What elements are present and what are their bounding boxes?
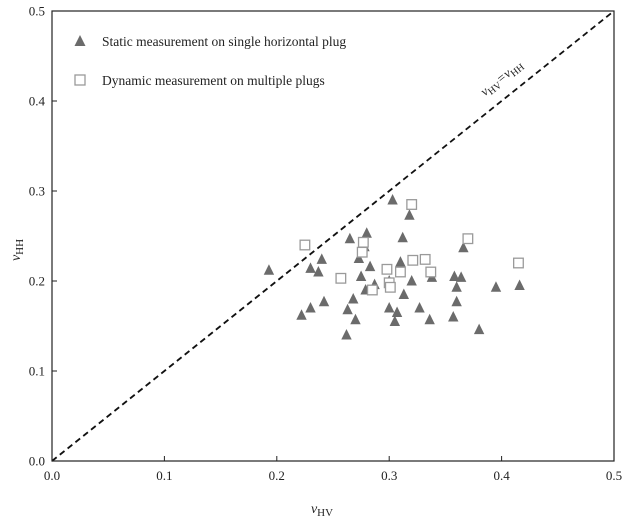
- static-point: [490, 281, 502, 292]
- static-point: [395, 256, 406, 267]
- static-point: [448, 311, 459, 322]
- static-point: [455, 271, 467, 282]
- static-point: [451, 281, 462, 292]
- static-point: [473, 323, 485, 335]
- static-point: [316, 253, 327, 264]
- static-point: [296, 309, 307, 320]
- x-axis-title: νHV: [311, 502, 333, 519]
- static-point: [355, 270, 367, 281]
- static-point: [384, 302, 395, 313]
- dynamic-point: [384, 281, 396, 293]
- static-point: [263, 264, 275, 275]
- static-point: [398, 288, 410, 299]
- x-tick-label: 0.3: [381, 468, 397, 483]
- static-point: [414, 302, 425, 313]
- dynamic-point: [419, 253, 431, 265]
- static-point: [318, 295, 330, 307]
- y-tick-label: 0.4: [29, 94, 46, 109]
- legend-marker-dynamic: [74, 74, 86, 86]
- static-point: [305, 262, 316, 273]
- static-point: [353, 252, 365, 263]
- static-point: [449, 270, 460, 281]
- y-axis: 0.0 0.1 0.2 0.3 0.4 0.5: [29, 4, 57, 469]
- static-point: [313, 266, 324, 277]
- y-tick-label: 0.0: [29, 454, 45, 469]
- static-point: [404, 209, 415, 220]
- y-tick-label: 0.5: [29, 4, 45, 19]
- dynamic-point: [406, 199, 418, 210]
- static-point: [342, 303, 353, 315]
- static-point: [406, 275, 417, 286]
- y-tick-label: 0.2: [29, 274, 45, 289]
- dynamic-point: [356, 246, 368, 258]
- static-point: [344, 232, 356, 244]
- static-point: [361, 227, 372, 238]
- static-point: [389, 315, 401, 326]
- legend-marker-static: [74, 35, 86, 46]
- x-tick-label: 0.4: [493, 468, 510, 483]
- static-point: [350, 313, 361, 325]
- static-point: [348, 293, 359, 304]
- static-point: [451, 295, 462, 307]
- x-tick-label: 0.5: [606, 468, 622, 483]
- dynamic-point: [366, 284, 378, 296]
- x-axis: 0.0 0.1 0.2 0.3 0.4 0.5: [44, 456, 622, 483]
- static-point: [341, 329, 352, 340]
- dynamic-point: [335, 272, 347, 284]
- static-point: [391, 306, 403, 317]
- y-axis-title: νHH: [9, 239, 26, 261]
- legend-label-dynamic: Dynamic measurement on multiple plugs: [102, 73, 325, 88]
- legend-label-static: Static measurement on single horizontal …: [102, 34, 346, 49]
- legend: Static measurement on single horizontal …: [74, 34, 346, 88]
- static-point: [514, 279, 525, 290]
- static-point: [424, 313, 435, 325]
- x-tick-label: 0.0: [44, 468, 60, 483]
- x-tick-label: 0.2: [269, 468, 285, 483]
- reference-line-label: νHV=νHH: [477, 56, 527, 101]
- dynamic-point: [513, 257, 524, 269]
- static-point: [305, 302, 316, 313]
- dynamic-point: [407, 254, 419, 266]
- dynamic-point: [425, 266, 437, 278]
- y-tick-label: 0.1: [29, 364, 45, 379]
- dynamic-point: [394, 266, 406, 278]
- static-point: [364, 260, 376, 272]
- static-point: [387, 194, 398, 205]
- data-points: [263, 194, 525, 340]
- plot-frame: [51, 10, 615, 462]
- static-point: [458, 241, 469, 253]
- x-tick-label: 0.1: [156, 468, 172, 483]
- dynamic-point: [381, 263, 393, 275]
- static-point: [397, 231, 408, 243]
- dynamic-point: [299, 239, 311, 251]
- y-tick-label: 0.3: [29, 184, 45, 199]
- dynamic-point: [357, 236, 369, 248]
- dynamic-point: [462, 233, 474, 245]
